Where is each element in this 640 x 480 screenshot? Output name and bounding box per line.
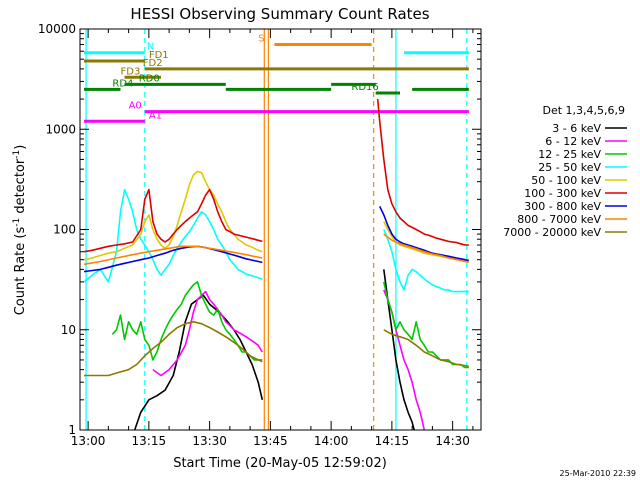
legend-entry-label: 100 - 300 keV [524,187,601,200]
footer-timestamp: 25-Mar-2010 22:39 [560,469,637,478]
y-tick-label: 1000 [45,122,76,136]
series-line-1-0 [152,290,263,377]
series-line-0-1 [383,269,415,431]
axes: 13:00 13:15 13:30 13:45 14:00 14:15 14:30 1 10 10… [38,22,482,448]
interval-label-a0: A0 [129,101,142,112]
legend-entry-label: 6 - 12 keV [545,135,601,148]
legend-entry-label: 3 - 6 keV [552,122,601,135]
legend-entry-label: 50 - 100 keV [531,174,601,187]
y-axis-label: Count Rate (s-1 detector-1) [12,145,28,316]
series-line-7-1 [383,233,469,264]
legend-entry-label: 800 - 7000 keV [517,213,601,226]
y-tick-label: 1 [68,423,76,437]
interval-label-rd4: RD4 [112,78,133,89]
x-tick-label: 14:00 [314,434,349,448]
interval-label-fd1: FD1 [149,50,169,61]
x-axis-label: Start Time (20-May-05 12:59:02) [173,456,387,471]
series-line-0-0 [133,294,264,431]
series-line-8-1 [383,329,469,368]
x-tick-label: 14:15 [375,434,410,448]
y-tick-label: 10000 [38,22,76,36]
interval-label-s: S [258,34,264,45]
interval-label-fd2: FD2 [143,58,163,69]
series-line-8-0 [84,320,263,377]
chart-title: HESSI Observing Summary Count Rates [130,5,429,23]
legend-entry-label: 300 - 800 keV [524,200,601,213]
legend-entry-label: 12 - 25 keV [538,148,601,161]
series-lines [83,99,469,431]
interval-label-fd3: FD3 [121,66,141,77]
series-line-6-1 [378,206,469,262]
series-line-3-0 [83,188,263,283]
x-tick-label: 13:30 [192,434,227,448]
interval-label-a1: A1 [149,110,162,121]
legend-entry-label: 25 - 50 keV [538,161,601,174]
y-tick-label: 10 [61,323,76,337]
interval-markers [85,29,468,430]
interval-label-rd16: RD16 [351,82,378,93]
x-tick-label: 13:15 [132,434,167,448]
series-line-7-0 [83,245,263,266]
interval-label-rd0: RD0 [139,73,160,84]
x-tick-label: 13:00 [71,434,106,448]
x-tick-label: 13:45 [253,434,288,448]
legend-title: Det 1,3,4,5,6,9 [542,104,625,117]
series-line-3-1 [383,229,469,293]
series-line-5-1 [376,99,469,246]
series-line-6-0 [83,245,263,273]
interval-label-n: N [147,42,154,53]
x-tick-label: 14:30 [435,434,470,448]
y-tick-label: 100 [53,223,76,237]
series-line-5-0 [83,188,263,253]
legend-entry-label: 7000 - 20000 keV [503,226,601,239]
series-line-4-0 [83,170,263,261]
